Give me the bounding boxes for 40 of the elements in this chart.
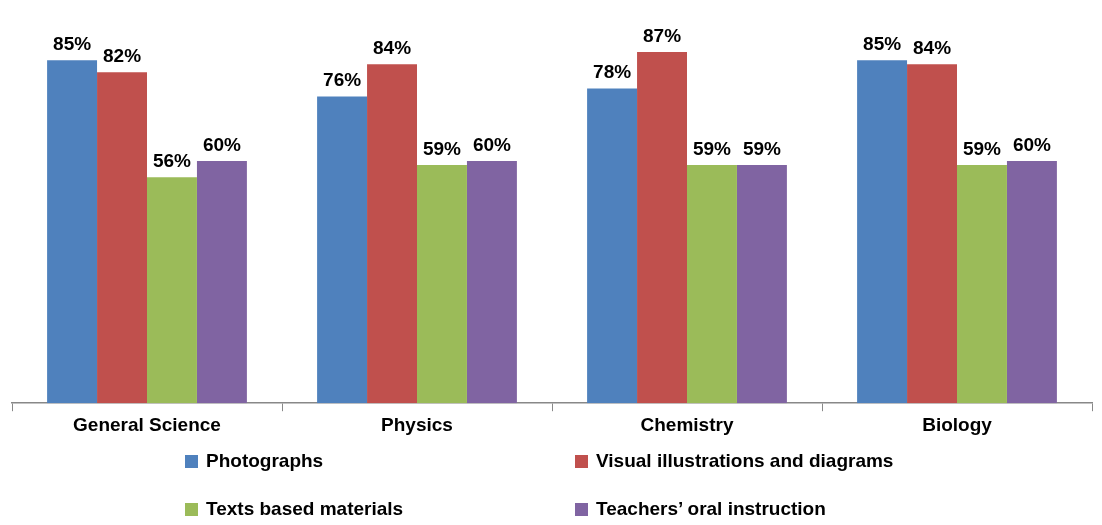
x-tick-label: Physics: [381, 413, 453, 435]
bar: [637, 52, 687, 404]
bar: [367, 64, 417, 404]
bar: [97, 72, 147, 404]
data-label: 84%: [913, 36, 952, 58]
data-label: 78%: [593, 61, 632, 83]
bar: [317, 96, 368, 404]
x-tick-label: Chemistry: [640, 413, 734, 435]
bar: [687, 165, 737, 404]
bar: [466, 161, 517, 404]
legend-label: Photographs: [206, 450, 324, 472]
data-label: 60%: [202, 133, 242, 155]
bar: [587, 88, 638, 404]
data-label: 56%: [152, 149, 192, 171]
bar: [957, 165, 1007, 404]
x-tick-label: Biology: [922, 413, 993, 435]
data-label: 60%: [472, 133, 512, 155]
data-label: 60%: [1012, 133, 1052, 155]
data-label: 59%: [692, 137, 732, 159]
legend-label: Teachers’ oral instruction: [596, 498, 826, 520]
bar: [907, 64, 957, 404]
bar: [857, 60, 908, 404]
data-label: 85%: [863, 32, 902, 54]
data-label: 82%: [103, 45, 142, 67]
bar: [47, 60, 98, 404]
data-label: 59%: [422, 137, 462, 159]
data-label: 84%: [373, 36, 412, 58]
data-label: 76%: [323, 69, 362, 91]
data-label: 59%: [962, 137, 1002, 159]
data-label: 87%: [643, 24, 682, 46]
bar: [736, 165, 787, 404]
data-label: 85%: [53, 32, 92, 54]
bar: [196, 161, 247, 404]
x-tick-label: General Science: [73, 413, 221, 435]
bar: [417, 165, 467, 404]
bar: [147, 177, 197, 404]
data-label: 59%: [742, 137, 782, 159]
legend-label: Visual illustrations and diagrams: [596, 450, 894, 472]
legend-label: Texts based materials: [206, 498, 404, 520]
bar: [1006, 161, 1057, 404]
